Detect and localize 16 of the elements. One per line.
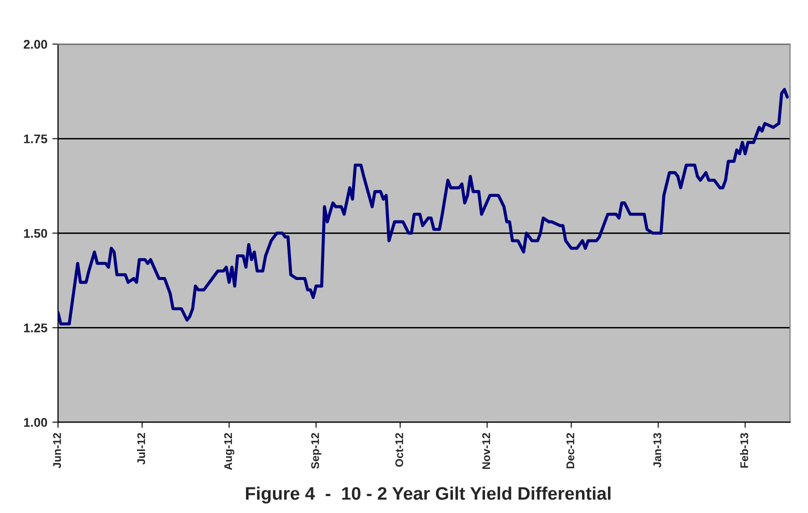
y-tick-label: 1.25 [24, 323, 48, 332]
line-series [58, 88, 789, 326]
x-tick-label: Nov-12 [482, 433, 490, 469]
y-tick-label: 1.50 [24, 228, 48, 238]
y-tick-label: 1.75 [24, 134, 48, 144]
x-tick-label: Aug-12 [224, 433, 234, 470]
y-tick-label: 2.00 [24, 40, 48, 49]
x-tick-label: Jan-13 [653, 433, 662, 468]
x-tick-label: Oct-12 [395, 433, 404, 467]
x-tick-label: Jul-12 [136, 433, 146, 465]
text: Figure 4 - 10 - 2 Year Gilt Yield Differential [246, 486, 610, 504]
x-tick-label: Dec-12 [566, 433, 574, 468]
x-tick-label: Sep-12 [311, 433, 322, 469]
x-tick-label: Jun-12 [53, 433, 61, 468]
x-tick-label: Feb-13 [740, 433, 748, 468]
y-tick-label: 1.00 [24, 418, 48, 427]
